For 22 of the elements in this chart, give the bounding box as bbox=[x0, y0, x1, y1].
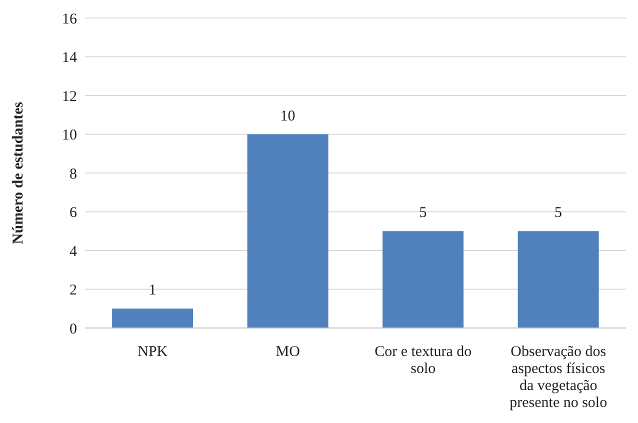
y-tick-label: 4 bbox=[70, 244, 78, 260]
x-tick-label: Observação dos aspectos físicos da vegetação presente no solo bbox=[510, 344, 608, 411]
x-tick-label: NPK bbox=[138, 344, 168, 360]
bar bbox=[247, 134, 328, 328]
y-tick-label: 16 bbox=[62, 11, 78, 28]
y-tick-label: 2 bbox=[70, 282, 77, 299]
y-tick-label: 14 bbox=[62, 50, 78, 66]
data-label: 5 bbox=[554, 205, 562, 222]
y-tick-label: 0 bbox=[70, 321, 77, 338]
y-axis-title: Número de estudantes bbox=[10, 102, 26, 244]
x-tick-label: MO bbox=[276, 344, 300, 360]
y-tick-label: 8 bbox=[70, 166, 77, 182]
bar bbox=[518, 231, 599, 328]
x-tick-label: Cor e textura do solo bbox=[374, 344, 472, 377]
data-label: 1 bbox=[148, 282, 156, 299]
bar bbox=[112, 308, 194, 328]
data-label: 5 bbox=[419, 205, 427, 222]
y-tick-label: 10 bbox=[62, 128, 77, 144]
y-tick-label: 6 bbox=[70, 205, 78, 222]
y-tick-label: 12 bbox=[62, 88, 77, 105]
data-label: 10 bbox=[280, 108, 296, 124]
bar bbox=[382, 231, 464, 328]
